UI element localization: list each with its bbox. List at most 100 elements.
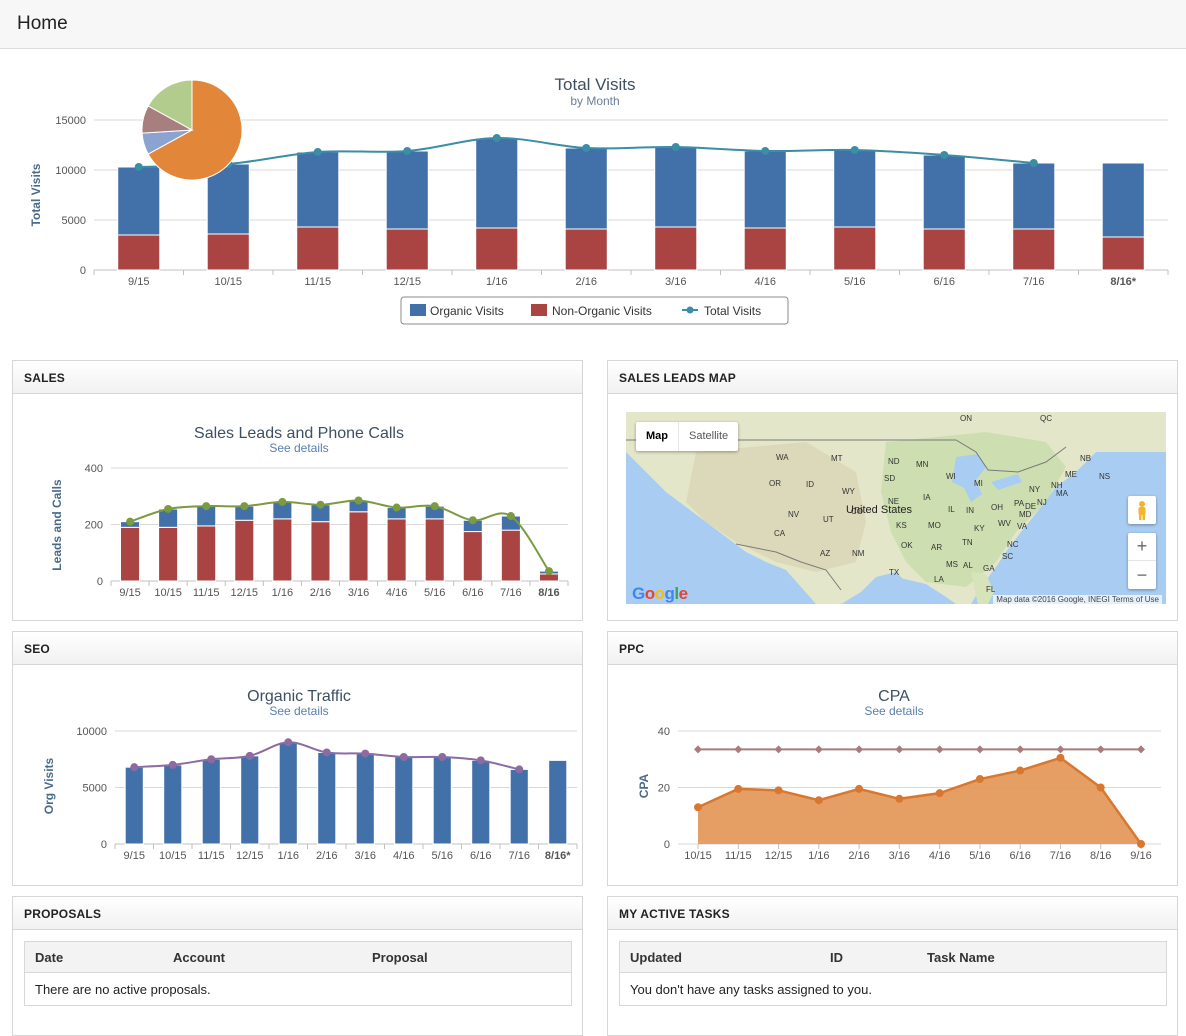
google-logo: Google [632, 584, 688, 603]
zoom-out-button[interactable]: − [1136, 565, 1148, 585]
map-state-label: PA [1014, 499, 1025, 508]
zoom-in-button[interactable]: + [1128, 533, 1156, 561]
see-details-link[interactable]: See details [864, 704, 923, 718]
pegman-icon [1138, 501, 1146, 520]
area-point [1016, 766, 1025, 775]
bar [385, 150, 429, 230]
series-point [164, 504, 173, 513]
x-tick-label: 3/16 [355, 850, 376, 862]
x-tick-label: 7/16 [1050, 850, 1071, 862]
x-tick-label: 9/15 [124, 850, 145, 862]
panel-header: SALES LEADS MAP [608, 361, 1177, 394]
map-state-label: KS [896, 521, 907, 530]
bar [158, 526, 179, 582]
x-tick-label: 6/16 [934, 276, 955, 288]
map-state-label: IN [966, 506, 974, 515]
map-state-label: NM [852, 549, 865, 558]
x-tick-label: 9/16 [1130, 850, 1151, 862]
series-point [354, 496, 363, 505]
map-state-label: CO [851, 507, 863, 516]
x-tick-label: 9/15 [128, 276, 149, 288]
column-header-proposal[interactable]: Proposal [372, 950, 428, 965]
column-header-task-name[interactable]: Task Name [927, 950, 995, 965]
map-canvas[interactable] [626, 412, 1166, 604]
bar [432, 756, 452, 845]
map-state-label: OK [901, 541, 913, 550]
map-state-label: SC [1002, 552, 1014, 561]
street-view-pegman-icon[interactable] [1128, 496, 1156, 524]
map-state-label: MS [946, 560, 958, 569]
y-tick-label: 5000 [83, 783, 107, 795]
bar [272, 518, 293, 582]
x-tick-label: 6/16 [470, 850, 491, 862]
map-state-label: MO [928, 521, 941, 530]
active-tasks-panel: MY ACTIVE TASKS Updated ID Task Name You… [607, 896, 1178, 1036]
x-tick-label: 2/16 [316, 850, 337, 862]
gulf-of-mexico [861, 577, 956, 604]
legend-nonorganic-label[interactable]: Non-Organic Visits [552, 304, 652, 318]
area-point [694, 803, 702, 812]
series-point [392, 503, 401, 512]
chart-subtitle: by Month [570, 94, 619, 108]
series-point [438, 752, 447, 761]
x-tick-label: 10/15 [684, 850, 712, 862]
x-tick-label: 2/16 [848, 850, 869, 862]
bar [310, 521, 331, 582]
see-details-link[interactable]: See details [269, 704, 328, 718]
panel-title: MY ACTIVE TASKS [619, 907, 730, 921]
bar [922, 228, 966, 271]
sales-panel: SALES Sales Leads and Phone Calls See de… [12, 360, 583, 621]
x-tick-label: 2/16 [310, 587, 331, 599]
bar [296, 226, 340, 271]
series-point [126, 517, 135, 526]
x-tick-label: 12/15 [765, 850, 793, 862]
bar [548, 759, 568, 845]
bar [196, 525, 217, 582]
series-point [134, 163, 143, 171]
bar [117, 234, 161, 271]
x-tick-label: 1/16 [486, 276, 507, 288]
y-tick-label: 400 [85, 463, 103, 475]
series-point [1016, 745, 1025, 754]
bar [1101, 162, 1145, 238]
bar [163, 764, 183, 845]
legend-organic-label[interactable]: Organic Visits [430, 304, 504, 318]
seo-panel: SEO Organic Traffic See details Org Visi… [12, 631, 583, 886]
series-line [129, 499, 550, 572]
map-state-label: OH [991, 503, 1003, 512]
map-attribution[interactable]: Map data ©2016 Google, INEGI Terms of Us… [993, 595, 1162, 604]
map-state-label: WA [776, 453, 789, 462]
lake-erie [991, 474, 1022, 490]
x-tick-label: 12/15 [393, 276, 421, 288]
map-type-satellite-button[interactable]: Satellite [678, 422, 738, 451]
florida [971, 572, 994, 604]
column-header-updated[interactable]: Updated [630, 950, 682, 965]
column-header-id[interactable]: ID [830, 950, 843, 965]
series-point [544, 567, 553, 576]
series-point [855, 745, 864, 754]
bar [348, 511, 369, 582]
x-tick-label: 5/16 [969, 850, 990, 862]
column-header-date[interactable]: Date [35, 950, 64, 965]
legend-total-label[interactable]: Total Visits [704, 304, 761, 318]
series-point [582, 144, 591, 152]
x-tick-label: 10/15 [159, 850, 187, 862]
column-header-account[interactable]: Account [173, 950, 225, 965]
y-tick-label: 10000 [55, 165, 86, 177]
x-tick-label: 11/15 [725, 850, 752, 862]
sales-leads-map[interactable]: WA MT ND MN OR ID SD WI MI WY NV UT NE IA IL IN OH PA CA KS… [626, 412, 1166, 604]
map-type-map-button[interactable]: Map [646, 430, 668, 442]
map-state-label: OR [769, 479, 781, 488]
bar [1012, 162, 1056, 230]
series-point [278, 497, 287, 506]
y-tick-label: 200 [85, 520, 103, 532]
ppc-chart: CPA See details CPA 0 20 40 10/15 11/15 12/15… [637, 688, 1161, 862]
y-tick-label: 15000 [55, 115, 86, 127]
see-details-link[interactable]: See details [269, 441, 328, 455]
bar [833, 226, 877, 271]
series-point [240, 502, 249, 511]
area-point [1056, 753, 1065, 762]
map-state-label: DE [1025, 502, 1037, 511]
bar [833, 149, 877, 228]
y-axis-label: Leads and Calls [50, 479, 64, 571]
